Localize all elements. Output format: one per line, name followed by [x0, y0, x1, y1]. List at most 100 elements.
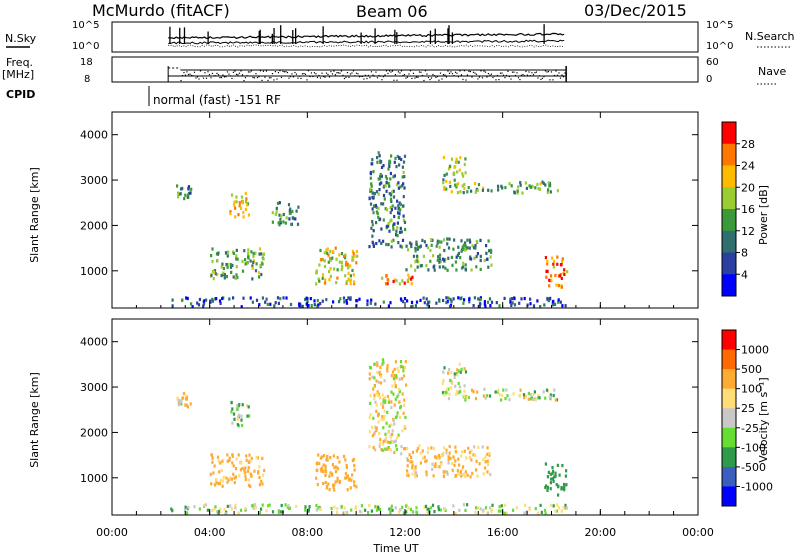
heatmap-cell [527, 397, 530, 401]
heatmap-cell [565, 483, 568, 487]
colorbar-segment [722, 330, 736, 351]
nave-point [514, 74, 517, 77]
heatmap-cell [518, 394, 521, 398]
heatmap-cell [231, 454, 234, 458]
heatmap-cell [209, 472, 212, 476]
heatmap-cell [239, 468, 242, 472]
nave-point [346, 72, 349, 74]
heatmap-cell [285, 216, 288, 220]
heatmap-cell [402, 182, 405, 186]
heatmap-cell [385, 273, 388, 278]
heatmap-cell [226, 254, 229, 258]
nave-point [468, 70, 470, 72]
nave-point [510, 78, 512, 80]
colorbar-segment [722, 122, 736, 145]
heatmap-cell [453, 238, 456, 242]
heatmap-cell [523, 503, 527, 507]
heatmap-cell [447, 256, 450, 260]
nave-point [256, 76, 259, 79]
heatmap-cell [179, 192, 182, 196]
heatmap-cell [446, 387, 449, 391]
heatmap-cell [397, 186, 400, 190]
nave-point [237, 74, 239, 76]
heatmap-cell [260, 272, 263, 277]
nsky-trace [168, 39, 565, 45]
heatmap-cell [416, 254, 419, 258]
nave-point [418, 71, 421, 73]
heatmap-cell [397, 369, 400, 373]
heatmap-cell [212, 471, 215, 475]
colorbar-segment [722, 427, 736, 448]
heatmap-cell [406, 472, 409, 476]
heatmap-cell [387, 224, 390, 228]
heatmap-cell [561, 304, 564, 308]
heatmap-cell [260, 479, 263, 484]
heatmap-cell [328, 278, 331, 282]
heatmap-cell [343, 300, 346, 304]
heatmap-cell [467, 446, 470, 450]
heatmap-cell [349, 278, 353, 282]
x-tick-label: 04:00 [194, 526, 226, 539]
heatmap-cell [223, 507, 226, 511]
heatmap-cell [381, 358, 384, 362]
heatmap-cell [379, 172, 382, 177]
nave-point [264, 76, 266, 78]
heatmap-cell [418, 245, 421, 249]
nave-point [180, 79, 182, 82]
heatmap-cell [474, 190, 477, 194]
heatmap-cell [402, 365, 405, 369]
heatmap-cell [478, 304, 481, 308]
heatmap-cell [315, 468, 318, 472]
heatmap-cell [452, 504, 455, 508]
heatmap-cell [410, 455, 413, 459]
heatmap-cell [228, 456, 231, 460]
heatmap-cell [317, 506, 320, 510]
heatmap-cell [466, 246, 469, 250]
heatmap-cell [490, 189, 493, 193]
heatmap-cell [443, 393, 446, 397]
heatmap-cell [315, 461, 318, 465]
nave-point [463, 70, 466, 72]
heatmap-cell [370, 182, 373, 186]
heatmap-cell [442, 187, 446, 191]
heatmap-cell [394, 376, 397, 380]
heatmap-cell [275, 206, 278, 210]
heatmap-cell [383, 379, 386, 383]
heatmap-cell [484, 455, 487, 459]
heatmap-cell [387, 181, 390, 186]
heatmap-cell [409, 460, 412, 464]
heatmap-cell [466, 473, 469, 477]
heatmap-cell [372, 446, 375, 450]
heatmap-cell [474, 244, 477, 248]
cpid-label: CPID [6, 88, 35, 101]
heatmap-cell [336, 467, 340, 471]
nave-point [499, 72, 502, 74]
heatmap-cell [430, 243, 433, 247]
heatmap-cell [556, 255, 559, 259]
heatmap-cell [250, 474, 253, 478]
heatmap-cell [490, 263, 493, 267]
heatmap-cell [371, 162, 374, 166]
heatmap-cell [436, 258, 439, 262]
heatmap-cell [352, 273, 355, 277]
heatmap-cell [523, 396, 526, 400]
nave-point [304, 73, 307, 75]
nave-point [325, 72, 328, 74]
heatmap-cell [350, 478, 353, 482]
heatmap-cell [462, 465, 465, 469]
heatmap-cell [496, 390, 499, 394]
nave-point [297, 77, 299, 79]
nave-point [333, 70, 335, 72]
nave-point [232, 71, 235, 73]
heatmap-cell [401, 175, 404, 179]
heatmap-cell [229, 263, 232, 267]
nave-point [246, 75, 248, 77]
heatmap-cell [502, 388, 505, 392]
heatmap-cell [459, 389, 462, 394]
nave-point [307, 70, 310, 72]
heatmap-cell [456, 191, 459, 195]
heatmap-cell [544, 256, 547, 260]
heatmap-cell [213, 483, 217, 487]
heatmap-cell [393, 403, 396, 407]
nave-point [223, 76, 226, 78]
